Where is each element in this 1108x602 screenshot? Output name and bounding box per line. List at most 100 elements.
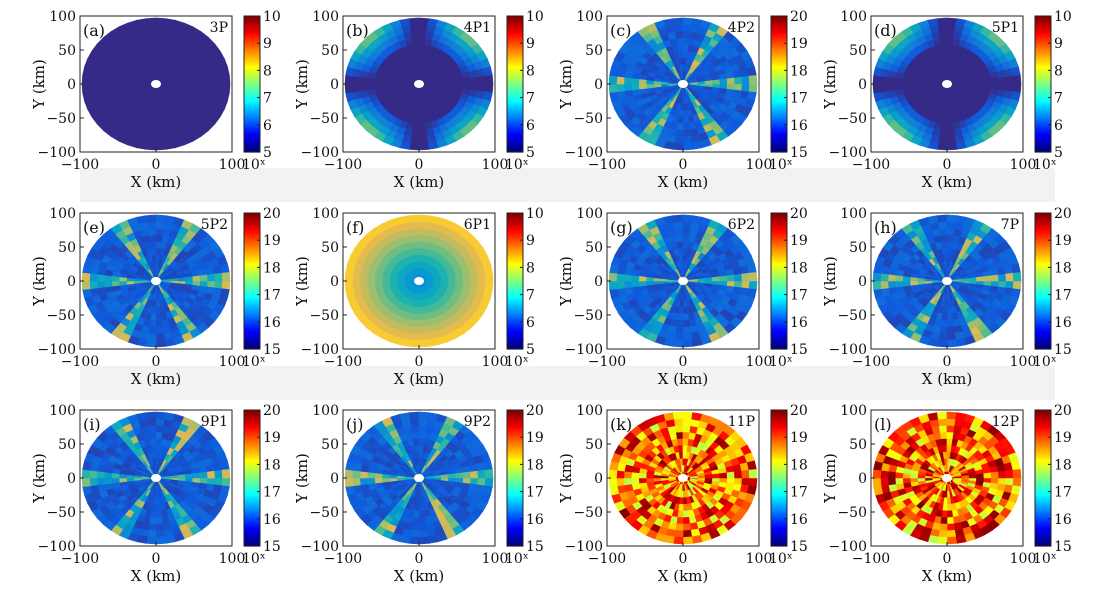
field-cell — [872, 83, 882, 93]
field-cell — [940, 241, 948, 249]
colorbar-frame — [243, 15, 261, 153]
y-axis-label: Y (km) — [30, 59, 48, 110]
field-cell — [192, 78, 201, 85]
field-cell — [155, 17, 167, 26]
field-cell — [89, 280, 98, 290]
field-cell — [177, 277, 186, 282]
panel-title: 3P — [210, 20, 228, 36]
field-cell — [946, 326, 956, 335]
field-cell — [149, 44, 157, 52]
field-cell — [374, 280, 383, 287]
field-cell — [155, 129, 165, 138]
colorbar-step — [244, 97, 260, 101]
field-cell — [147, 326, 157, 335]
colorbar-tick-label: 8 — [263, 63, 272, 79]
colorbar-step — [507, 108, 523, 112]
colorbar-tick-label: 6 — [526, 315, 535, 331]
field-cell — [447, 276, 457, 282]
field-cell — [89, 75, 98, 85]
colorbar-tick-label: 17 — [1054, 288, 1072, 304]
field-cell — [1012, 83, 1022, 93]
field-cell — [946, 221, 957, 230]
field-cell — [726, 77, 736, 85]
field-cell — [155, 24, 166, 33]
field-cell — [946, 109, 953, 118]
field-cell — [887, 83, 896, 92]
field-cell — [147, 129, 157, 138]
field-cell — [608, 272, 618, 282]
field-cell — [389, 83, 398, 88]
field-cell — [221, 477, 231, 487]
field-cell — [411, 234, 420, 243]
field-cell — [413, 50, 420, 59]
colorbar-step — [244, 129, 260, 133]
field-cell — [741, 83, 750, 93]
field-cell — [942, 57, 948, 65]
field-cell — [674, 326, 684, 335]
field-cell — [118, 83, 128, 89]
field-cell — [682, 227, 692, 236]
field-cell — [414, 57, 420, 65]
colorbar-step — [507, 86, 523, 90]
y-tick-label: 50 — [585, 43, 603, 59]
x-axis-label: X (km) — [131, 370, 181, 388]
field-cell — [462, 274, 472, 282]
field-cell — [221, 280, 231, 290]
y-tick-label: −50 — [837, 308, 867, 324]
colorbar-tick-label: 20 — [790, 9, 808, 25]
y-tick-label: 0 — [330, 274, 339, 290]
colorbar-step — [507, 138, 523, 142]
field-cell — [1012, 75, 1022, 85]
colorbar-tick-label: 17 — [790, 91, 808, 107]
field-cell — [381, 280, 391, 286]
x-axis-label: X (km) — [658, 370, 708, 388]
field-cell — [155, 339, 167, 348]
colorbar-tick-label: 9 — [526, 36, 535, 52]
y-axis-label: Y (km) — [293, 59, 311, 110]
colorbar-step — [507, 61, 523, 65]
field-cell — [462, 77, 472, 85]
x-tick-label: 0 — [152, 157, 161, 173]
field-cell — [155, 326, 165, 335]
colorbar-tick-label: 19 — [790, 233, 808, 249]
colorbar-step — [507, 29, 523, 33]
y-tick-label: 0 — [594, 77, 603, 93]
field-cell — [477, 75, 486, 85]
field-cell — [704, 277, 713, 282]
field-cell — [677, 247, 684, 256]
panel-label: (g) — [610, 218, 633, 237]
colorbar-step — [507, 74, 523, 78]
field-cell — [418, 24, 429, 33]
colorbar-tick-label: 7 — [526, 91, 535, 107]
field-cell — [682, 116, 690, 124]
field-cell — [155, 523, 165, 532]
colorbar-step — [507, 43, 523, 47]
field-cell — [418, 30, 428, 39]
field-cell — [359, 280, 368, 289]
field-cell — [704, 80, 713, 85]
field-cell — [938, 326, 948, 335]
colorbar-step — [507, 90, 523, 94]
field-cell — [676, 241, 684, 249]
colorbar-step — [507, 124, 523, 128]
field-cell — [455, 275, 464, 282]
field-cell — [418, 326, 428, 335]
field-cell — [374, 83, 383, 90]
field-cell — [673, 24, 684, 33]
field-cell — [682, 122, 691, 131]
field-cell — [155, 300, 161, 308]
colorbar-step — [507, 68, 523, 71]
field-cell — [674, 129, 684, 138]
colorbar-unit: 10ˣ — [769, 157, 793, 173]
colorbar-step — [244, 122, 260, 126]
field-cell — [937, 332, 948, 341]
field-cell — [983, 275, 992, 282]
field-cell — [418, 17, 430, 26]
colorbar-tick-label: 9 — [263, 36, 272, 52]
colorbar-tick-label: 16 — [1054, 315, 1072, 331]
